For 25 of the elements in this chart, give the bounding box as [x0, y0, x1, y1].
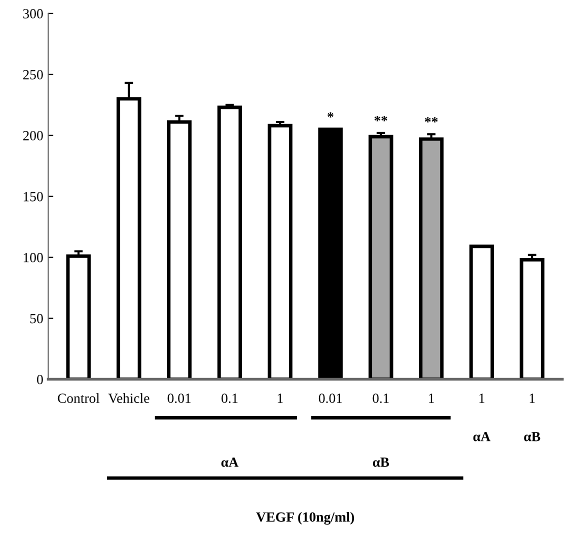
text: αB: [524, 432, 540, 442]
y-tick-label: 150: [24, 192, 43, 202]
x-tick-label: Control: [58, 393, 100, 403]
x-tick-label: 1: [530, 394, 535, 403]
x-tick-label: 0.1: [222, 394, 238, 404]
y-tick-label: 300: [23, 9, 43, 18]
y-tick-label: 250: [23, 70, 43, 80]
x-tick-label: 0.1: [372, 394, 389, 404]
x-tick-label: 1: [479, 394, 484, 403]
data-label: **: [424, 117, 438, 122]
y-tick-label: 0: [37, 374, 43, 384]
x-tick-label: 1: [278, 394, 283, 403]
text: αB: [372, 458, 390, 467]
x-tick-label: 0.01: [168, 394, 191, 404]
text: VEGF (10ng/ml): [256, 512, 354, 525]
y-tick-label: 100: [24, 252, 43, 262]
x-tick-label: 1: [429, 394, 434, 403]
x-tick-label: 0.01: [318, 394, 342, 404]
x-tick-label: Vehicle: [108, 393, 150, 404]
text: αA: [221, 458, 238, 467]
y-tick-label: 200: [23, 130, 43, 140]
y-tick-label: 50: [30, 314, 43, 324]
text: αA: [473, 432, 490, 442]
data-label: **: [374, 116, 388, 122]
data-label: *: [328, 112, 334, 118]
